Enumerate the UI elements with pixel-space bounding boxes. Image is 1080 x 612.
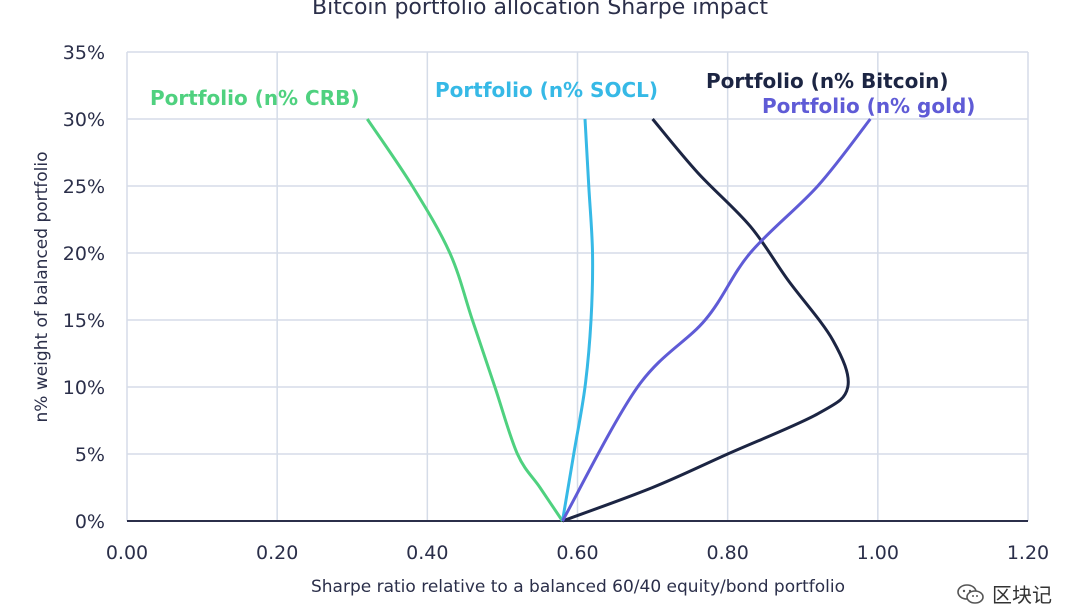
wechat-icon	[957, 583, 984, 604]
series-label: Portfolio (n% Bitcoin)	[706, 69, 949, 93]
series-line-bitcoin	[561, 118, 850, 523]
y-axis-ticks: 0% 5% 10% 15% 20% 25% 30% 35%	[63, 42, 105, 533]
x-axis-label: Sharpe ratio relative to a balanced 60/4…	[311, 577, 845, 597]
y-tick-label: 20%	[63, 243, 105, 265]
y-tick-label: 30%	[63, 109, 105, 131]
grid	[126, 51, 1029, 522]
series-line-gold	[561, 118, 872, 522]
series-label: Portfolio (n% gold)	[762, 94, 975, 118]
x-tick-label: 0.40	[406, 542, 448, 564]
series-line-crb	[366, 118, 564, 522]
series-line-socl	[561, 118, 595, 522]
x-tick-label: 1.20	[1007, 542, 1049, 564]
series-label: Portfolio (n% CRB)	[150, 86, 360, 110]
x-tick-label: 0.20	[256, 542, 298, 564]
series-label: Portfolio (n% SOCL)	[435, 78, 658, 102]
y-axis-label: n% weight of balanced portfolio	[32, 151, 52, 422]
chart-title: Bitcoin portfolio allocation Sharpe impa…	[312, 0, 768, 20]
x-axis-ticks: 0.00 0.20 0.40 0.60 0.80 1.00 1.20	[106, 542, 1049, 564]
x-tick-label: 0.60	[556, 542, 598, 564]
x-tick-label: 0.00	[106, 542, 148, 564]
x-tick-label: 0.80	[707, 542, 749, 564]
watermark: 区块记	[956, 579, 1052, 608]
series-labels: Portfolio (n% CRB) Portfolio (n% SOCL) Por…	[150, 69, 975, 118]
watermark-text: 区块记	[992, 583, 1052, 607]
y-tick-label: 35%	[63, 42, 105, 64]
y-tick-label: 10%	[63, 377, 105, 399]
x-tick-label: 1.00	[857, 542, 899, 564]
series-lines	[366, 118, 872, 523]
y-tick-label: 5%	[75, 444, 105, 466]
y-tick-label: 0%	[75, 511, 105, 533]
y-tick-label: 25%	[63, 176, 105, 198]
y-tick-label: 15%	[63, 310, 105, 332]
